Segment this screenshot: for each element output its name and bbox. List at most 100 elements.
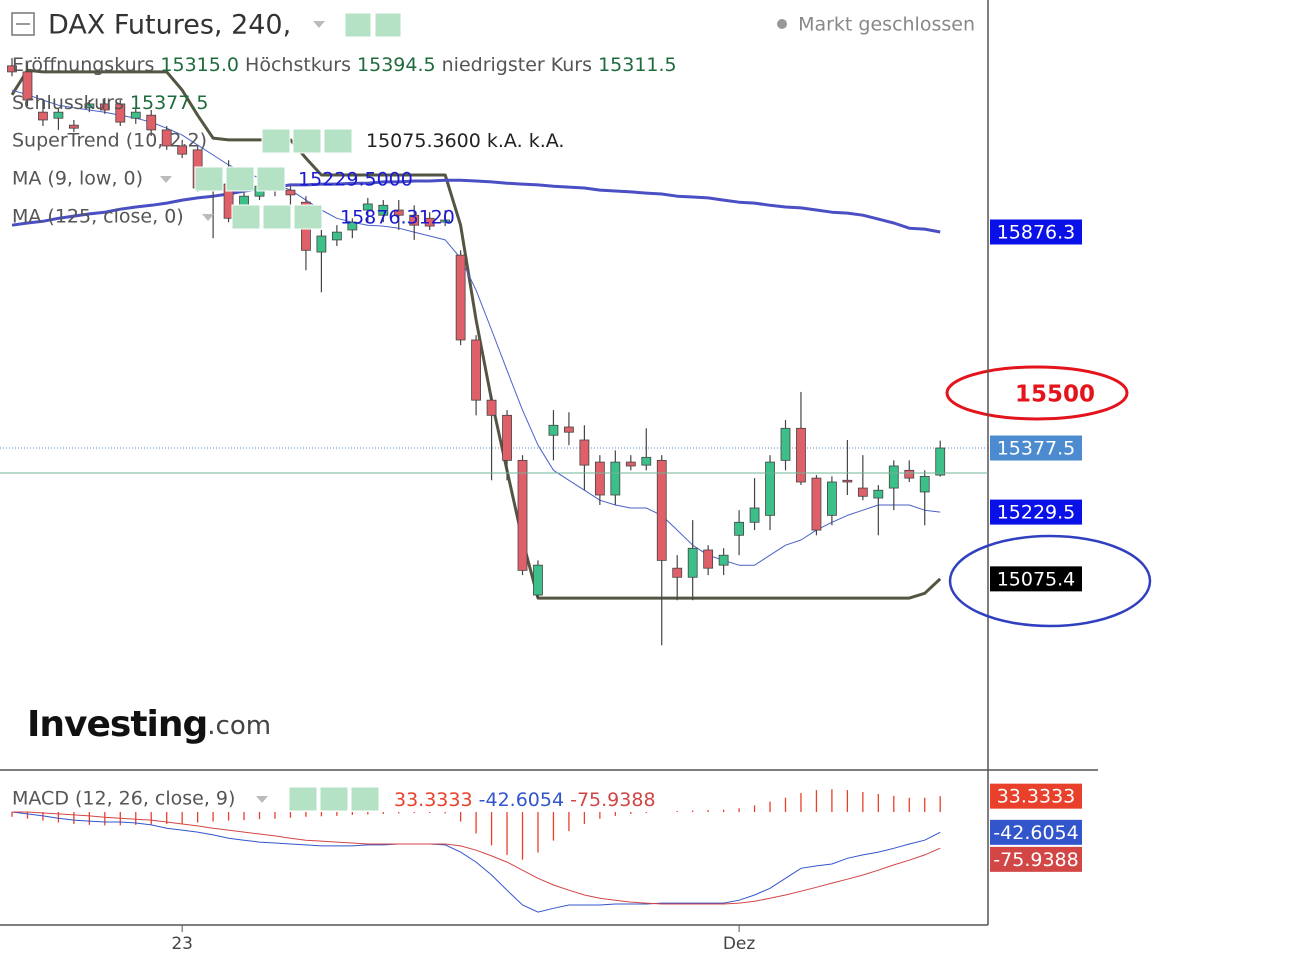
open-name: Eröffnungskurs (12, 54, 154, 76)
indicator-value: 15876.3120 (340, 207, 455, 229)
candle-body (796, 427, 806, 483)
candle-body (409, 214, 420, 226)
candle-body (517, 459, 528, 571)
macd-values: 33.3333 -42.6054 -75.9388 (394, 789, 656, 811)
candle-body (610, 461, 621, 496)
settings-button[interactable] (292, 128, 322, 154)
candle-body (378, 204, 389, 216)
high-value: 15394.5 (357, 54, 436, 76)
candle-body (177, 145, 188, 155)
close-value: 15377.5 (130, 92, 209, 114)
visibility-button[interactable] (344, 12, 372, 38)
price-badge (990, 819, 1082, 845)
price-badge (990, 566, 1082, 592)
settings-button[interactable] (374, 12, 402, 38)
price-badge-label: 15876.3 (997, 221, 1076, 243)
visibility-button[interactable] (231, 204, 261, 230)
visibility-button[interactable] (194, 166, 224, 192)
candle-body (471, 339, 482, 401)
candle-body (842, 479, 853, 483)
dropdown[interactable] (160, 176, 172, 183)
settings-button[interactable] (262, 204, 292, 230)
macd-line (12, 811, 941, 905)
macd-value: -42.6054 (479, 789, 564, 811)
indicator-name: SuperTrend (10, 2.2) (12, 130, 207, 152)
remove-button[interactable] (323, 128, 353, 154)
candle-body (548, 424, 559, 436)
status-dot (777, 19, 787, 29)
visibility-button[interactable] (261, 128, 291, 154)
settings-button[interactable] (225, 166, 255, 192)
highlight-ellipse (948, 534, 1152, 628)
candle-body (502, 414, 512, 461)
price-badge (990, 846, 1082, 872)
candle-body (455, 254, 466, 341)
visibility-button[interactable] (288, 786, 318, 812)
candle-body (393, 209, 404, 216)
dropdown[interactable] (313, 21, 325, 28)
ohlc-legend: Eröffnungskurs 15315.0 Höchstkurs 15394.… (12, 54, 677, 76)
settings-button[interactable] (319, 786, 349, 812)
candle-body (331, 231, 342, 241)
watermark-suffix: .com (207, 711, 271, 741)
candle-body (594, 461, 605, 496)
candle-body (146, 114, 157, 131)
remove-button[interactable] (350, 786, 380, 812)
low-value: 15311.5 (598, 54, 677, 76)
indicator-name: MA (9, low, 0) (12, 168, 143, 190)
macd-line (11, 811, 941, 913)
dropdown[interactable] (256, 796, 268, 803)
candle-body (7, 65, 17, 73)
x-tick-label: Dez (723, 934, 756, 954)
candle-body (904, 469, 915, 479)
candle-body (827, 481, 837, 516)
candle-body (749, 507, 760, 523)
candle-body (440, 219, 451, 223)
candle-body (625, 461, 636, 467)
indicator-value: 15229.5000 (298, 169, 413, 191)
price-badge-label: 15229.5 (997, 502, 1076, 524)
candle-body (641, 456, 652, 466)
candle-body (579, 439, 590, 466)
price-badge-label: 15377.5 (997, 438, 1076, 460)
candle-body (533, 564, 543, 596)
chart-title: DAX Futures, 240, (48, 10, 291, 41)
price-badge-label: 33.3333 (997, 786, 1076, 808)
candle-body (486, 399, 497, 416)
dropdown[interactable] (202, 214, 214, 221)
candle-body (857, 487, 868, 497)
price-badge-label: -75.9388 (993, 849, 1078, 871)
macd-value: -75.9388 (570, 789, 655, 811)
candle-body (53, 111, 64, 119)
watermark-brand: Investing (27, 704, 207, 745)
close-legend: Schlusskurs 15377.5 (12, 92, 208, 114)
price-badge (990, 219, 1082, 245)
candle-body (316, 235, 327, 253)
price-badge-label: -42.6054 (993, 822, 1078, 844)
candle-body (115, 103, 126, 123)
candle-body (687, 547, 698, 578)
candle-body (99, 103, 110, 111)
indicator-value: k.A. (487, 130, 523, 152)
candle-body (672, 567, 683, 578)
indicator-value: k.A. (529, 130, 565, 152)
candle-body (564, 426, 574, 433)
candle-body (347, 221, 358, 231)
candle-body (935, 447, 946, 476)
annotation: 15500 (1015, 381, 1095, 407)
remove-button[interactable] (256, 166, 286, 192)
candle-body (703, 549, 714, 569)
candle-body (362, 203, 373, 211)
collapse-button[interactable] (11, 12, 35, 36)
close-name: Schlusskurs (12, 92, 124, 114)
price-badge (990, 435, 1082, 461)
candle-body (656, 459, 667, 561)
annotation-ellipse (945, 365, 1129, 421)
candle-body (734, 521, 744, 536)
candle-body (765, 461, 775, 516)
remove-button[interactable] (293, 204, 323, 230)
open-value: 15315.0 (160, 54, 239, 76)
candle-body (161, 129, 172, 147)
candle-body (811, 477, 822, 531)
